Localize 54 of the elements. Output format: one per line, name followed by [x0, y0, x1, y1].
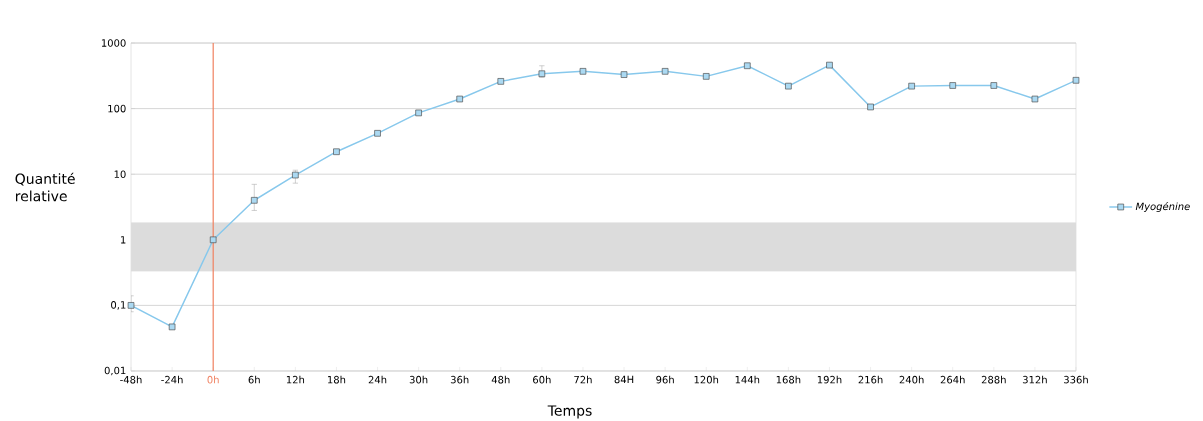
x-tick-label: 48h: [491, 375, 510, 384]
x-tick-label: 120h: [694, 375, 719, 384]
point: [1031, 95, 1039, 103]
y-tick-label: 1: [121, 236, 126, 244]
y-tick-label: 0,01: [104, 366, 126, 376]
x-tick-label: 72h: [574, 375, 592, 384]
point: [497, 78, 505, 85]
x-tick-label: 216h: [858, 375, 883, 384]
point: [661, 68, 669, 75]
x-tick-label: 24h: [368, 375, 387, 384]
y-axis-title: Quantité relative: [15, 172, 75, 202]
point: [374, 130, 381, 137]
point: [990, 82, 998, 89]
y-tick-label: 0,1: [111, 301, 126, 310]
point: [251, 197, 258, 204]
x-tick-label: 84H: [614, 375, 634, 384]
y-tick-label: 100: [108, 104, 126, 113]
y-tick-label: 1000: [101, 39, 126, 47]
point: [168, 323, 176, 331]
x-tick-label: 312h: [1022, 375, 1047, 384]
x-tick-label: 288h: [981, 375, 1006, 384]
x-tick-label: 36h: [450, 375, 469, 384]
x-tick-label: 18h: [328, 375, 346, 384]
x-tick-label: 6h: [248, 375, 260, 384]
x-tick-label: 168h: [776, 375, 801, 384]
x-tick-label: 240h: [899, 375, 924, 384]
point: [1072, 77, 1080, 84]
point: [620, 71, 628, 78]
point: [333, 148, 340, 156]
x-tick-label: 96h: [656, 375, 674, 384]
x-tick-label: 12h: [286, 375, 305, 384]
legend-label: Myogénine: [1135, 202, 1190, 213]
point: [579, 68, 587, 75]
x-axis-title: Temps: [547, 405, 592, 419]
point: [867, 103, 874, 111]
point: [826, 61, 833, 69]
x-tick-label: 0h: [207, 375, 219, 384]
x-tick-label: -48h: [120, 375, 142, 384]
x-tick-label: 60h: [533, 375, 551, 384]
point: [949, 82, 957, 89]
x-tick-label: 192h: [817, 375, 842, 384]
x-tick-label: -24h: [161, 375, 183, 384]
y-tick-label: 10: [114, 170, 126, 178]
x-tick-label: 264h: [940, 375, 965, 384]
point: [456, 95, 463, 103]
point: [908, 82, 915, 90]
point: [209, 236, 217, 244]
point: [702, 73, 710, 80]
point: [415, 109, 422, 117]
point: [744, 62, 751, 70]
x-tick-label: 30h: [409, 375, 428, 384]
x-tick-label: 336h: [1064, 375, 1088, 384]
point: [785, 82, 792, 90]
x-tick-label: 144h: [735, 375, 760, 384]
